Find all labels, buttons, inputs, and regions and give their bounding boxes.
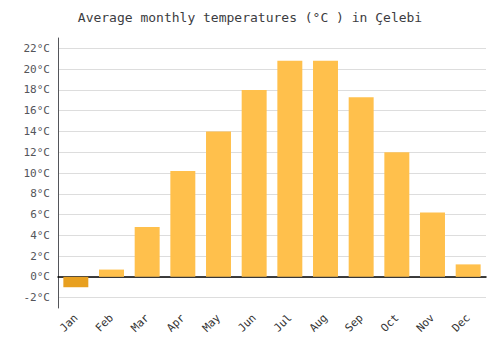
svg-text:Feb: Feb: [93, 311, 116, 334]
svg-text:12°C: 12°C: [24, 146, 51, 159]
svg-text:Jan: Jan: [57, 311, 80, 334]
svg-text:Mar: Mar: [129, 311, 152, 334]
svg-text:2°C: 2°C: [30, 250, 50, 263]
svg-text:Average monthly temperatures (: Average monthly temperatures (°C ) in Çe…: [78, 10, 422, 25]
svg-text:May: May: [200, 311, 223, 334]
svg-text:6°C: 6°C: [30, 208, 50, 221]
svg-text:8°C: 8°C: [30, 187, 50, 200]
svg-text:Jul: Jul: [271, 311, 294, 334]
svg-text:Sep: Sep: [343, 311, 366, 334]
svg-text:Apr: Apr: [164, 311, 187, 334]
svg-text:Oct: Oct: [378, 311, 401, 334]
svg-text:Dec: Dec: [450, 311, 473, 334]
svg-text:14°C: 14°C: [24, 125, 51, 138]
svg-text:10°C: 10°C: [24, 167, 51, 180]
svg-text:18°C: 18°C: [24, 83, 51, 96]
svg-text:Nov: Nov: [414, 311, 437, 334]
svg-text:20°C: 20°C: [24, 63, 51, 76]
svg-text:-2°C: -2°C: [24, 291, 51, 304]
svg-text:0°C: 0°C: [30, 270, 50, 283]
svg-text:Jun: Jun: [236, 311, 259, 334]
svg-text:4°C: 4°C: [30, 229, 50, 242]
svg-text:16°C: 16°C: [24, 104, 51, 117]
svg-text:Aug: Aug: [307, 311, 330, 334]
svg-text:22°C: 22°C: [24, 42, 51, 55]
